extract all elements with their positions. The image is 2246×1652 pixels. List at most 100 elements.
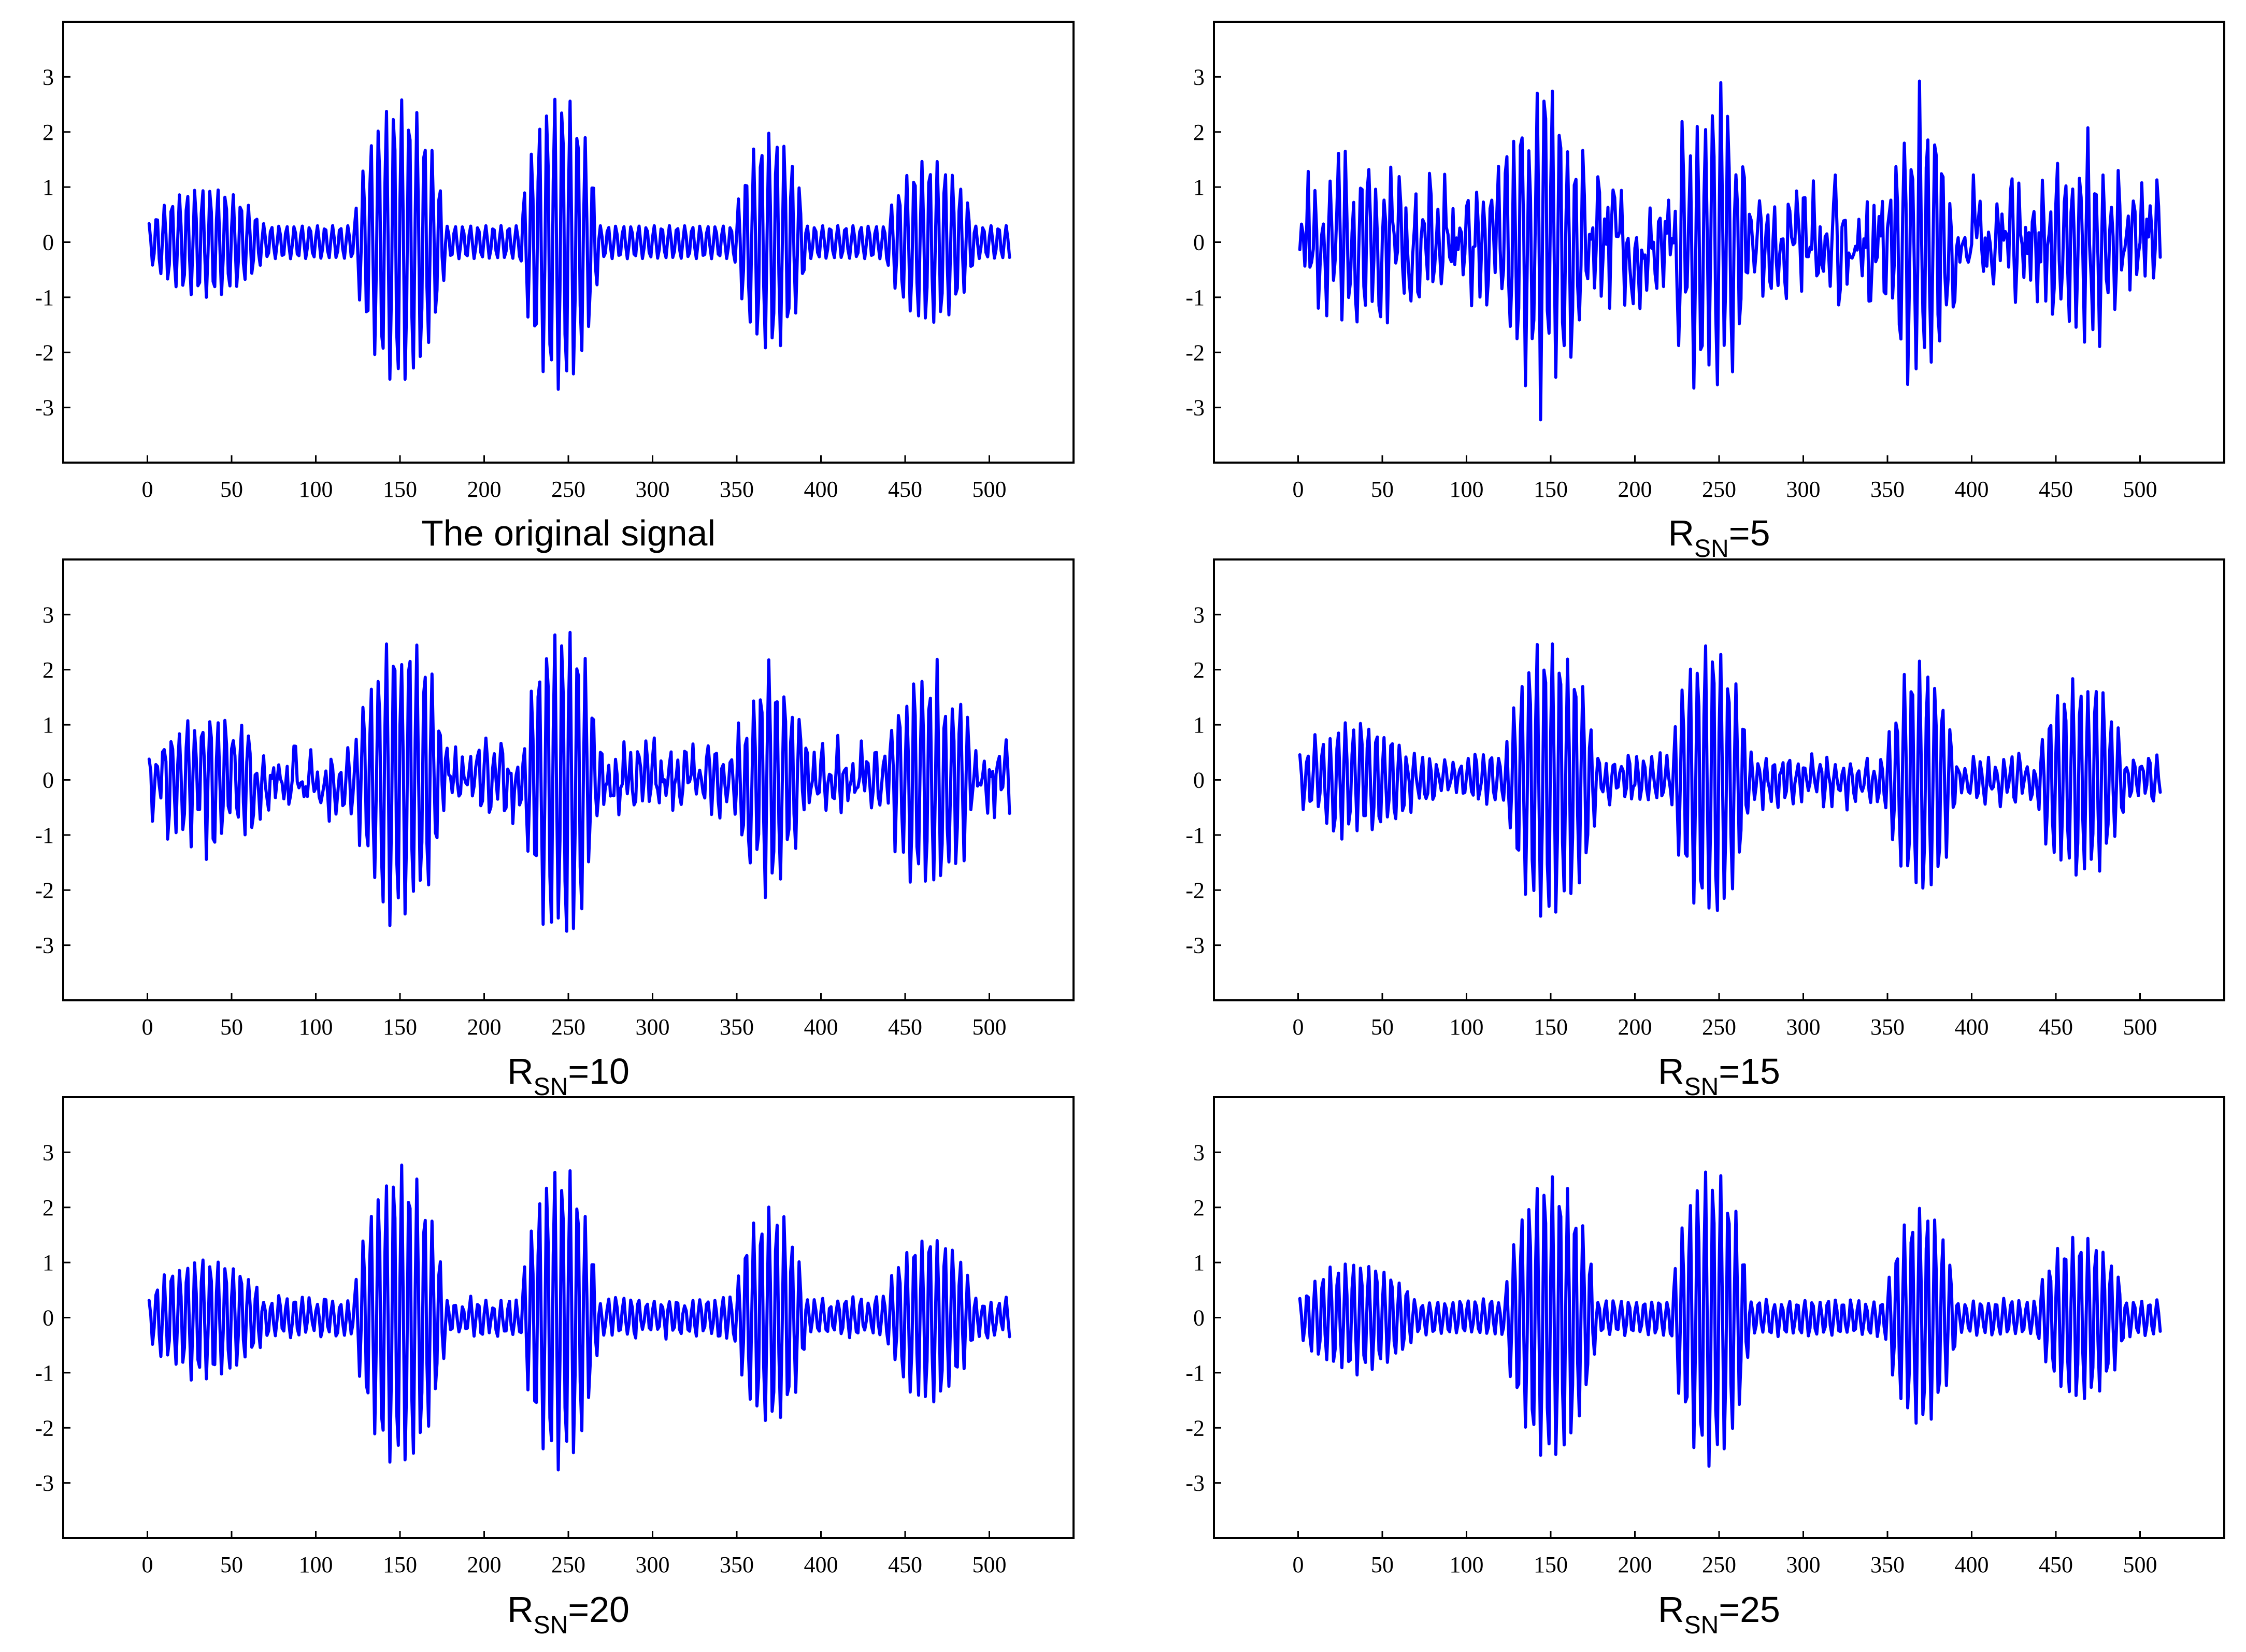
y-tick-label: 2 — [42, 1195, 54, 1220]
x-tick-label: 250 — [551, 1014, 585, 1040]
x-tick-label: 350 — [720, 1552, 754, 1577]
x-tick-label: 0 — [1293, 477, 1304, 502]
x-tick-label: 100 — [1450, 477, 1484, 502]
x-tick-label: 200 — [467, 1552, 502, 1577]
x-tick-label: 150 — [1534, 477, 1568, 502]
y-tick-label: 3 — [42, 64, 54, 90]
y-tick-label: 0 — [42, 768, 54, 793]
x-tick-label: 50 — [1371, 477, 1394, 502]
y-tick-label: -2 — [1185, 1415, 1205, 1441]
y-tick-label: -2 — [35, 340, 54, 365]
x-tick-label: 400 — [1955, 477, 1989, 502]
x-tick-label: 250 — [1702, 477, 1736, 502]
x-tick-label: 250 — [551, 477, 585, 502]
x-tick-label: 450 — [2039, 1014, 2073, 1040]
y-tick-label: -3 — [35, 395, 54, 421]
x-tick-label: 200 — [1618, 1552, 1652, 1577]
x-tick-label: 100 — [1450, 1552, 1484, 1577]
y-tick-label: 3 — [1193, 1140, 1205, 1165]
y-tick-label: -3 — [1185, 1471, 1205, 1496]
x-tick-label: 0 — [142, 1014, 153, 1040]
x-tick-label: 150 — [1534, 1014, 1568, 1040]
x-tick-label: 0 — [1293, 1014, 1304, 1040]
x-tick-label: 200 — [1618, 477, 1652, 502]
x-tick-label: 450 — [888, 477, 922, 502]
y-tick-label: -3 — [35, 933, 54, 958]
y-tick-label: 0 — [1193, 230, 1205, 255]
x-tick-label: 500 — [2123, 477, 2157, 502]
x-tick-label: 50 — [1371, 1552, 1394, 1577]
y-tick-label: -1 — [1185, 285, 1205, 310]
x-tick-label: 250 — [1702, 1014, 1736, 1040]
y-tick-label: 3 — [1193, 64, 1205, 90]
y-tick-label: -1 — [35, 823, 54, 848]
y-tick-label: 3 — [42, 1140, 54, 1165]
x-tick-label: 450 — [2039, 477, 2073, 502]
x-tick-label: 50 — [220, 1014, 243, 1040]
y-tick-label: 1 — [42, 712, 54, 738]
x-tick-label: 400 — [804, 477, 838, 502]
x-tick-label: 450 — [2039, 1552, 2073, 1577]
x-tick-label: 500 — [972, 477, 1007, 502]
y-tick-label: -2 — [35, 1415, 54, 1441]
y-tick-label: -1 — [35, 1360, 54, 1386]
x-tick-label: 200 — [467, 477, 502, 502]
signal-line — [1298, 642, 2162, 918]
panel-c: 0 50 100 150 200 250 300 350 400 450 500 -3 -2 -1 0 1 2 3… — [35, 558, 1075, 1101]
signal-line — [147, 630, 1011, 933]
signal-line — [1298, 1170, 2162, 1468]
x-tick-label: 400 — [804, 1552, 838, 1577]
y-tick-label: -3 — [1185, 395, 1205, 421]
panel-d: 0 50 100 150 200 250 300 350 400 450 500 -3 -2 -1 0 1 2 3… — [1185, 558, 2225, 1101]
x-tick-label: 50 — [220, 1552, 243, 1577]
panel-caption: RSN=10 — [507, 1051, 630, 1101]
y-tick-label: 2 — [1193, 657, 1205, 683]
x-tick-label: 200 — [467, 1014, 502, 1040]
x-tick-label: 250 — [551, 1552, 585, 1577]
y-tick-label: 1 — [1193, 712, 1205, 738]
x-tick-label: 0 — [1293, 1552, 1304, 1577]
y-tick-label: 0 — [1193, 1305, 1205, 1331]
panel-caption: RSN=25 — [1658, 1589, 1780, 1639]
signal-line — [147, 97, 1011, 391]
panel-caption: RSN=15 — [1658, 1051, 1780, 1101]
x-tick-label: 100 — [299, 1014, 333, 1040]
panel-f: 0 50 100 150 200 250 300 350 400 450 500 -3 -2 -1 0 1 2 3… — [1185, 1096, 2225, 1639]
x-tick-label: 350 — [720, 477, 754, 502]
x-tick-label: 400 — [1955, 1014, 1989, 1040]
x-tick-label: 150 — [383, 1552, 417, 1577]
x-tick-label: 100 — [1450, 1014, 1484, 1040]
y-tick-label: -1 — [35, 285, 54, 310]
x-tick-label: 50 — [1371, 1014, 1394, 1040]
x-tick-label: 300 — [1786, 477, 1821, 502]
y-tick-label: -1 — [1185, 1360, 1205, 1386]
y-tick-label: 3 — [1193, 602, 1205, 627]
signal-line — [1298, 79, 2162, 422]
y-tick-label: -3 — [35, 1471, 54, 1496]
x-tick-label: 350 — [1870, 477, 1905, 502]
y-tick-label: 2 — [1193, 120, 1205, 145]
x-tick-label: 200 — [1618, 1014, 1652, 1040]
y-tick-label: -2 — [1185, 878, 1205, 903]
y-tick-label: 2 — [42, 120, 54, 145]
y-tick-label: 3 — [42, 602, 54, 627]
x-tick-label: 300 — [1786, 1552, 1821, 1577]
signal-line — [147, 1163, 1011, 1472]
x-tick-label: 150 — [383, 477, 417, 502]
x-tick-label: 500 — [972, 1014, 1007, 1040]
x-tick-label: 0 — [142, 477, 153, 502]
y-tick-label: -2 — [35, 878, 54, 903]
x-tick-label: 250 — [1702, 1552, 1736, 1577]
panel-b: 0 50 100 150 200 250 300 350 400 450 500 -3 -2 -1 0 1 2 3… — [1185, 21, 2225, 563]
y-tick-label: -1 — [1185, 823, 1205, 848]
y-tick-label: 0 — [42, 1305, 54, 1331]
x-tick-label: 100 — [299, 1552, 333, 1577]
y-tick-label: -2 — [1185, 340, 1205, 365]
y-tick-label: 2 — [42, 657, 54, 683]
x-tick-label: 150 — [383, 1014, 417, 1040]
x-tick-label: 50 — [220, 477, 243, 502]
y-tick-label: 1 — [1193, 1250, 1205, 1275]
x-tick-label: 400 — [804, 1014, 838, 1040]
y-tick-label: -3 — [1185, 933, 1205, 958]
x-tick-label: 500 — [2123, 1552, 2157, 1577]
